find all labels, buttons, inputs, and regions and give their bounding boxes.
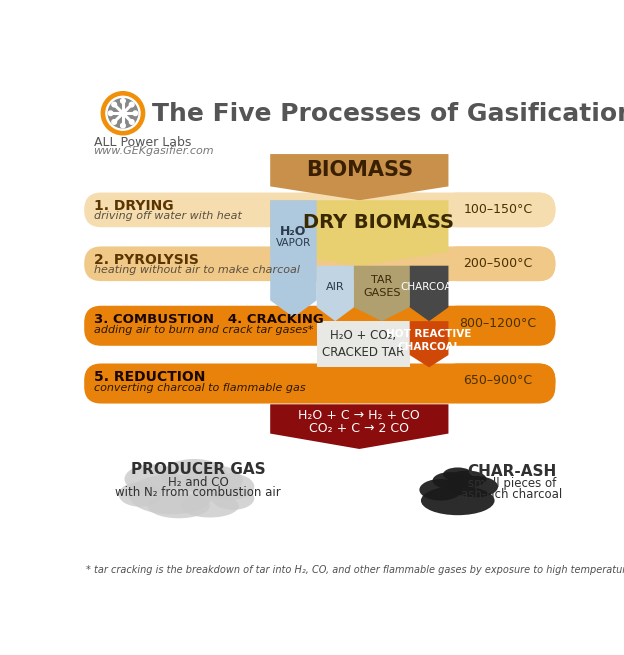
- Ellipse shape: [204, 473, 255, 500]
- Text: 650–900°C: 650–900°C: [464, 374, 533, 387]
- Bar: [317, 321, 410, 367]
- Ellipse shape: [447, 470, 487, 487]
- Circle shape: [108, 111, 113, 115]
- Polygon shape: [410, 266, 449, 321]
- FancyBboxPatch shape: [441, 364, 555, 398]
- Circle shape: [101, 92, 145, 135]
- Text: TAR
GASES: TAR GASES: [363, 275, 401, 298]
- Polygon shape: [270, 404, 449, 449]
- Text: 2. PYROLYSIS: 2. PYROLYSIS: [94, 253, 198, 267]
- Text: ALL Power Labs: ALL Power Labs: [94, 136, 191, 149]
- FancyBboxPatch shape: [84, 246, 555, 281]
- Ellipse shape: [181, 495, 239, 517]
- Text: CHARCOAL: CHARCOAL: [401, 282, 457, 291]
- Ellipse shape: [185, 465, 243, 496]
- Polygon shape: [270, 200, 449, 266]
- Text: 5. REDUCTION: 5. REDUCTION: [94, 371, 205, 384]
- Polygon shape: [270, 200, 317, 317]
- Circle shape: [108, 99, 138, 128]
- Circle shape: [120, 123, 125, 128]
- Circle shape: [120, 99, 125, 103]
- Circle shape: [112, 120, 117, 124]
- Ellipse shape: [419, 479, 462, 500]
- Text: www.GEKgasifier.com: www.GEKgasifier.com: [94, 145, 214, 156]
- Text: PRODUCER GAS: PRODUCER GAS: [131, 462, 265, 477]
- FancyBboxPatch shape: [441, 193, 555, 227]
- Text: with N₂ from combustion air: with N₂ from combustion air: [115, 487, 281, 499]
- Text: heating without air to make charcoal: heating without air to make charcoal: [94, 265, 300, 275]
- FancyBboxPatch shape: [441, 306, 555, 341]
- Ellipse shape: [421, 486, 495, 515]
- Text: AIR: AIR: [326, 282, 344, 291]
- Text: BIOMASS: BIOMASS: [306, 160, 413, 180]
- Circle shape: [129, 102, 134, 107]
- Circle shape: [133, 111, 138, 115]
- Text: converting charcoal to flammable gas: converting charcoal to flammable gas: [94, 383, 305, 393]
- Ellipse shape: [125, 464, 178, 494]
- Text: H₂O + C → H₂ + CO: H₂O + C → H₂ + CO: [298, 409, 420, 422]
- Circle shape: [106, 96, 140, 130]
- Text: driving off water with heat: driving off water with heat: [94, 211, 241, 221]
- Text: 800–1200°C: 800–1200°C: [459, 316, 537, 329]
- Text: CHAR-ASH: CHAR-ASH: [467, 464, 557, 479]
- Circle shape: [129, 120, 134, 124]
- FancyBboxPatch shape: [84, 306, 555, 346]
- Text: 100–150°C: 100–150°C: [464, 204, 533, 216]
- Text: H₂O + CO₂,
CRACKED TAR: H₂O + CO₂, CRACKED TAR: [322, 329, 404, 359]
- Ellipse shape: [452, 476, 498, 498]
- Text: The Five Processes of Gasification: The Five Processes of Gasification: [152, 102, 624, 126]
- Ellipse shape: [162, 459, 227, 491]
- Text: 200–500°C: 200–500°C: [464, 257, 533, 271]
- Text: VAPOR: VAPOR: [276, 238, 311, 248]
- Text: DRY BIOMASS: DRY BIOMASS: [303, 213, 454, 232]
- Text: H₂ and CO: H₂ and CO: [168, 476, 228, 489]
- Text: 1. DRYING: 1. DRYING: [94, 200, 173, 214]
- Polygon shape: [317, 266, 354, 321]
- Text: 3. COMBUSTION   4. CRACKING: 3. COMBUSTION 4. CRACKING: [94, 312, 323, 326]
- Polygon shape: [354, 266, 410, 321]
- Text: small pieces of: small pieces of: [468, 477, 556, 490]
- Text: CO₂ + C → 2 CO: CO₂ + C → 2 CO: [310, 422, 409, 436]
- Ellipse shape: [119, 482, 162, 507]
- Ellipse shape: [129, 474, 213, 514]
- Polygon shape: [410, 321, 449, 367]
- Text: HOT REACTIVE
CHARCOAL: HOT REACTIVE CHARCOAL: [386, 329, 472, 352]
- Text: * tar cracking is the breakdown of tar into H₂, CO, and other flammable gases by: * tar cracking is the breakdown of tar i…: [85, 565, 624, 575]
- Text: ash-rich charcoal: ash-rich charcoal: [461, 488, 563, 501]
- FancyBboxPatch shape: [84, 193, 555, 227]
- FancyBboxPatch shape: [84, 364, 555, 403]
- Circle shape: [112, 102, 117, 107]
- Ellipse shape: [443, 468, 472, 481]
- Text: H₂O: H₂O: [280, 225, 306, 238]
- Ellipse shape: [148, 494, 210, 518]
- Ellipse shape: [432, 472, 467, 489]
- Ellipse shape: [212, 487, 255, 510]
- FancyBboxPatch shape: [441, 246, 555, 281]
- Polygon shape: [270, 154, 449, 200]
- Text: adding air to burn and crack tar gases*: adding air to burn and crack tar gases*: [94, 325, 313, 335]
